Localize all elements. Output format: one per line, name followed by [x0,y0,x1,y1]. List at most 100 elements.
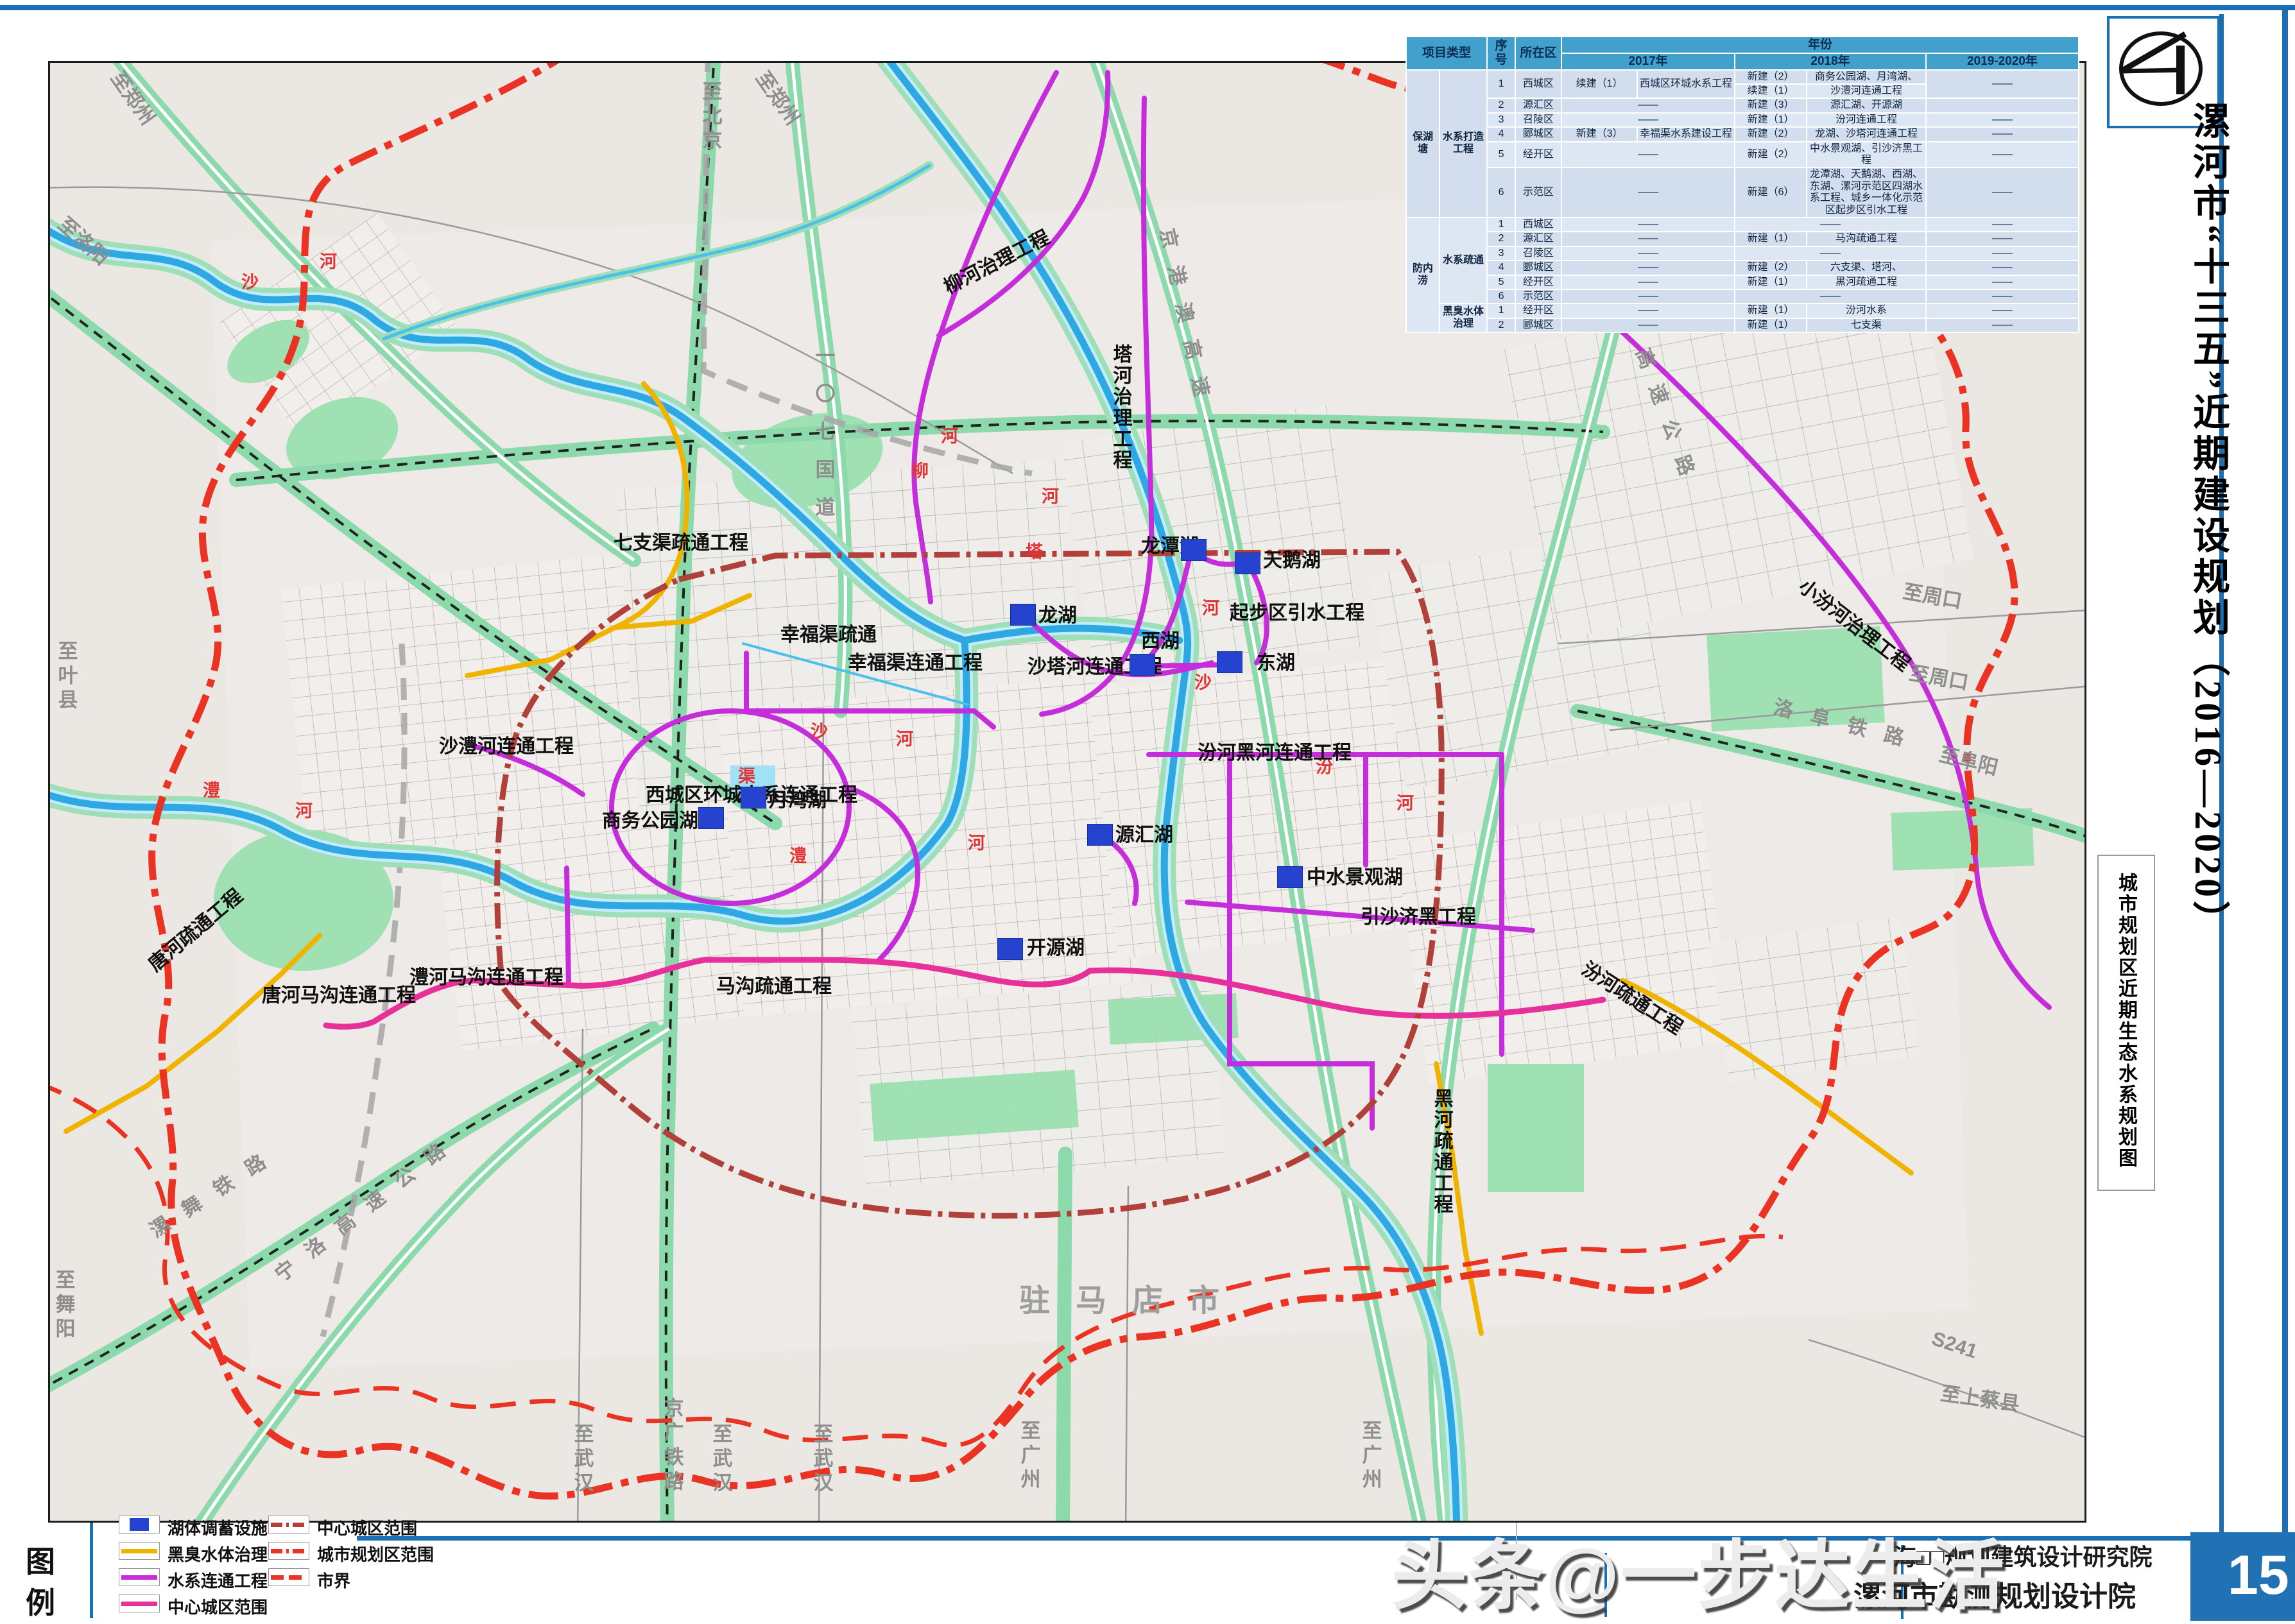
cell: 新建（3） [1561,126,1638,142]
cell: 4 [1486,126,1517,142]
table-row: 3 召陵区 —— —— —— [1406,245,2080,262]
map-label: 源汇湖 [1115,825,1173,846]
map-label: 至广州 [1017,1420,1040,1493]
table-row: 保湖塘 水系打造工程 1 西城区 续建（1） 西城区环城水系工程 新建（2） 商… [1405,69,2080,218]
cell: —— [1925,112,2080,128]
cell: 七支渠 [1806,317,1927,334]
map-label: 塔河治理工程 [1110,344,1131,471]
cell: —— [1561,98,1736,114]
roads [50,186,2084,1521]
institute-name-1: 海□□规划建筑设计研究院 [1893,1544,2153,1570]
cell: —— [1925,245,2080,262]
map-label: 至舞阳 [52,1269,75,1342]
map-label: 渠 [738,767,755,786]
map-label: 开源湖 [1027,937,1085,959]
cell: 召陵区 [1515,245,1563,262]
cell: 经开区 [1515,303,1563,319]
cell: —— [1561,317,1736,334]
cell: —— [1925,317,2080,334]
map-label: 唐河马沟连通工程 [262,985,416,1006]
map-label: 一〇七国道 [812,345,835,534]
map-label: 中水景观湖 [1307,867,1403,888]
cell: —— [1925,231,2080,247]
lake-marker [997,938,1023,960]
cell: —— [1561,112,1736,128]
table-row: 2 郾城区 —— 新建（1） 七支渠 —— [1406,317,2080,334]
cell: —— [1561,231,1736,247]
map-label: 河 [1042,487,1059,506]
cell [1925,98,2080,114]
top-blue-rule [0,5,2295,10]
page-number-box: 15 [2190,1532,2295,1621]
cell: 六支渠、塔河、 [1806,260,1927,276]
cell: —— [1561,274,1736,290]
col-no: 序号 [1486,36,1517,71]
map-label: 马沟疏通工程 [716,976,832,997]
bottom-blue-rule [357,1536,2192,1541]
map-label: 驻马店市 [1019,1284,1246,1318]
table-row: 4 郾城区 新建（3） 幸福渠水系建设工程 新建（2） 龙湖、沙塔河连通工程 —… [1406,126,2080,142]
red-dashdot-swatch [268,1542,309,1560]
cell: 郾城区 [1515,317,1563,334]
cell: 西城区 [1515,216,1563,233]
cell: 新建（6） [1734,167,1808,218]
central-city-boundary [494,549,1445,1219]
map-label: 澧 [789,846,807,866]
cell: 马沟疏通工程 [1806,231,1927,247]
right-blue-rule [2282,5,2288,1617]
cell: 新建（2） [1734,69,1808,85]
col-2018: 2018年 [1734,52,1927,71]
cell: 新建（3） [1734,98,1808,114]
cell: 召陵区 [1515,112,1563,128]
cell: 龙潭湖、天鹅湖、西湖、东湖、漯河示范区四湖水系工程、城乡一体化示范区起步区引水工… [1806,167,1927,218]
lake-swatch [119,1516,160,1534]
cell: 2 [1486,98,1517,114]
cell: 经开区 [1515,274,1563,290]
col-2019: 2019-2020年 [1925,52,2080,71]
legend-title: 例 [26,1586,55,1620]
cell: —— [1925,303,2080,319]
map-label: 沙 [241,273,259,292]
compass-logo-icon [2119,31,2203,106]
map-label: 塔 [1026,542,1043,561]
cell: —— [1561,167,1736,218]
table-row: 2 源汇区 —— 新建（1） 马沟疏通工程 —— [1406,231,2080,247]
cell: 新建（1） [1734,317,1808,334]
table-row: 6 示范区 —— —— —— [1406,288,2080,305]
map-label: 河 [295,801,313,821]
cell: 商务公园湖、月湾湖、 [1806,69,1927,85]
cell: —— [1561,303,1736,319]
lake-marker [1010,604,1036,626]
map-label: 澧 [203,781,220,800]
map-label: 沙 [811,722,828,741]
planning-area-boundary [148,63,2018,1500]
cell: 汾河连通工程 [1806,112,1927,128]
table-row: 3 召陵区 —— 新建（1） 汾河连通工程 —— [1406,112,2080,128]
group-label: 保湖塘 [1405,69,1440,218]
cell: 新建（1） [1734,303,1808,319]
map-label: 幸福渠疏通 [780,624,877,645]
map-label: 至武汉 [810,1423,833,1496]
city-boundary [50,1085,1784,1448]
cell: —— [1561,245,1736,262]
cell: 新建（1） [1734,274,1808,290]
table-row: 黑臭水体治理 1 经开区 —— 新建（1） 汾河水系 —— [1406,303,2080,334]
map-label: 沙 [1194,673,1212,692]
table-row: 5 经开区 —— 新建（2） 中水景观湖、引沙济黑工程 —— [1406,141,2080,169]
connect-lines [471,70,2052,1131]
cell: —— [1925,288,2080,305]
cell: 1 [1486,216,1517,233]
map-label: 七支渠疏通工程 [614,533,748,554]
map-label: 至广州 [1359,1420,1382,1493]
footer-tick-blue [1901,1545,1904,1619]
cell: —— [1925,141,2080,169]
cell: —— [1561,216,1736,233]
map-label: 汾河黑河连通工程 [1198,742,1352,764]
map-label: 河 [1397,794,1414,813]
map-label: 天鹅湖 [1263,550,1321,571]
map-label: 龙湖 [1038,605,1077,626]
page-number: 15 [2228,1544,2289,1606]
cell: 源汇区 [1515,98,1563,114]
map-label: 柳 [911,461,929,481]
